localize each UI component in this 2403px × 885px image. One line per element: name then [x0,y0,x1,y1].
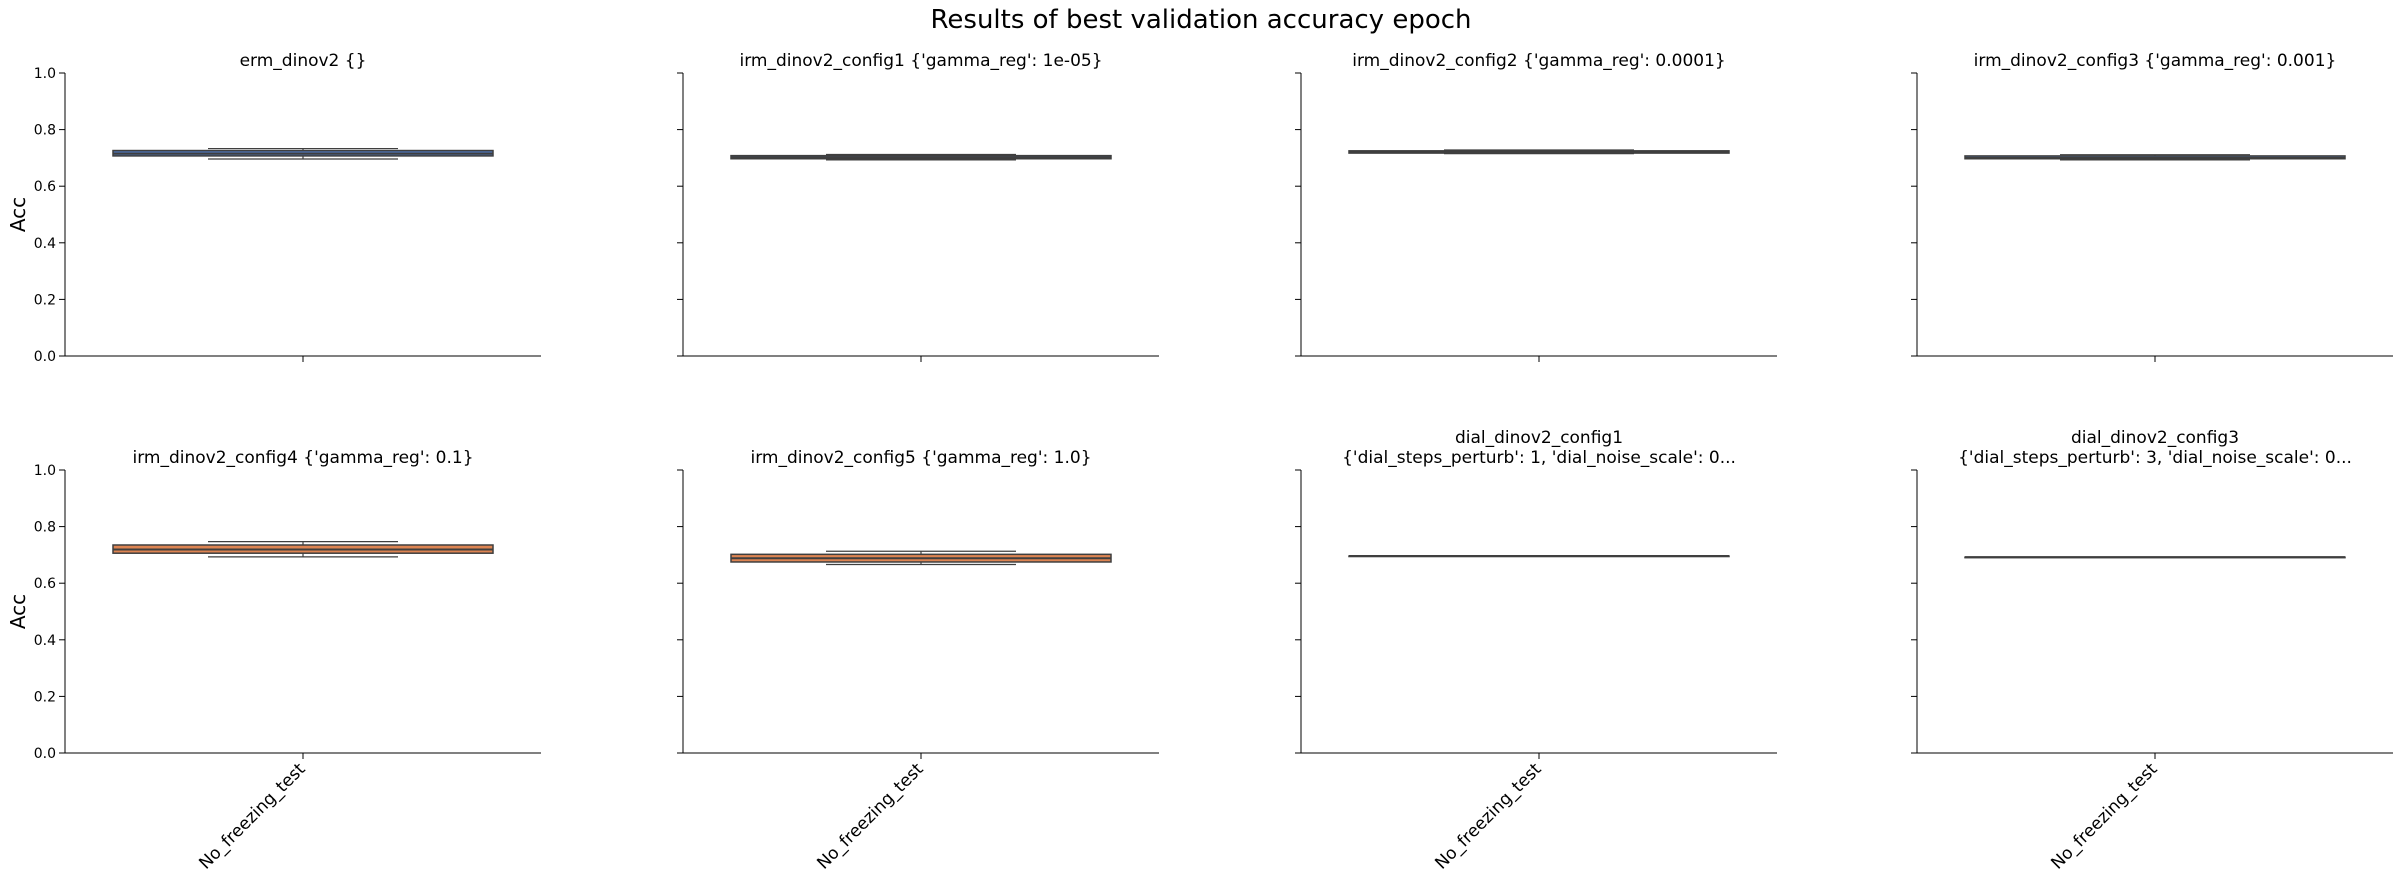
x-tick-label: No_freezing_test [813,759,927,873]
y-tick-label: 0.0 [34,349,56,365]
y-tick-label: 0.2 [34,292,56,308]
panel: irm_dinov2_config1 {'gamma_reg': 1e-05} [677,51,1159,362]
panel: irm_dinov2_config2 {'gamma_reg': 0.0001} [1295,51,1777,362]
box-plot [1348,149,1730,155]
panel: No_freezing_test irm_dinov2_config5 {'gam… [677,448,1159,874]
panel-title: irm_dinov2_config5 {'gamma_reg': 1.0} [750,448,1091,468]
figure-title: Results of best validation accuracy epoc… [931,5,1472,35]
panel-title: irm_dinov2_config1 {'gamma_reg': 1e-05} [739,51,1102,71]
panel-title-line: dial_dinov2_config1 [1455,428,1623,448]
y-tick-label: 1.0 [34,463,56,479]
y-axis-label: Acc [6,594,30,629]
box-plot [112,147,494,160]
x-tick-label: No_freezing_test [195,759,309,873]
panel-title-line: {'dial_steps_perturb': 3, 'dial_noise_sc… [1958,448,2352,468]
box-plot [1964,556,2346,559]
box-plot [112,540,494,558]
panel: 0.0 0.2 0.4 0.6 0.8 1.0 Acc erm_dinov2 {} [6,51,541,365]
panel-title: irm_dinov2_config3 {'gamma_reg': 0.001} [1974,51,2337,71]
panel: No_freezing_test dial_dinov2_config3 {'dia… [1911,428,2393,874]
panel-title-line: irm_dinov2_config5 {'gamma_reg': 1.0} [750,448,1091,468]
panel-title-line: irm_dinov2_config4 {'gamma_reg': 0.1} [132,448,473,468]
box-plot [1348,555,1730,558]
y-tick-label: 0.4 [34,633,56,649]
y-tick-label: 0.4 [34,236,56,252]
chart-panels: 0.0 0.2 0.4 0.6 0.8 1.0 Acc erm_dinov2 {} irm_di… [6,51,2393,874]
panel-title-line: irm_dinov2_config1 {'gamma_reg': 1e-05} [739,51,1102,71]
y-tick-label: 1.0 [34,66,56,82]
panel-title-line: {'dial_steps_perturb': 1, 'dial_noise_sc… [1342,448,1736,468]
y-axis-label: Acc [6,197,30,232]
box-plot [730,153,1112,161]
x-tick-label: No_freezing_test [1431,759,1545,873]
y-tick-label: 0.8 [34,520,56,536]
y-tick-label: 0.6 [34,179,56,195]
panel-title: dial_dinov2_config1 {'dial_steps_perturb'… [1342,428,1736,468]
y-tick-label: 0.2 [34,689,56,705]
panel-title: dial_dinov2_config3 {'dial_steps_perturb'… [1958,428,2352,468]
y-tick-label: 0.6 [34,576,56,592]
box-plot [1964,154,2346,161]
panel-title: irm_dinov2_config4 {'gamma_reg': 0.1} [132,448,473,468]
panel: No_freezing_test dial_dinov2_config1 {'dia… [1295,428,1777,874]
x-tick-label: No_freezing_test [2047,759,2161,873]
panel: irm_dinov2_config3 {'gamma_reg': 0.001} [1911,51,2393,362]
y-tick-label: 0.0 [34,746,56,762]
panel-title-line: irm_dinov2_config2 {'gamma_reg': 0.0001} [1352,51,1726,71]
panel-title-line: erm_dinov2 {} [240,51,367,71]
y-tick-label: 0.8 [34,123,56,139]
panel: 0.0 0.2 0.4 0.6 0.8 1.0 Acc No_freezing_test irm… [6,448,541,874]
panel-title: erm_dinov2 {} [240,51,367,71]
box-plot [730,550,1112,566]
panel-title: irm_dinov2_config2 {'gamma_reg': 0.0001} [1352,51,1726,71]
panel-title-line: dial_dinov2_config3 [2071,428,2239,448]
panel-title-line: irm_dinov2_config3 {'gamma_reg': 0.001} [1974,51,2337,71]
